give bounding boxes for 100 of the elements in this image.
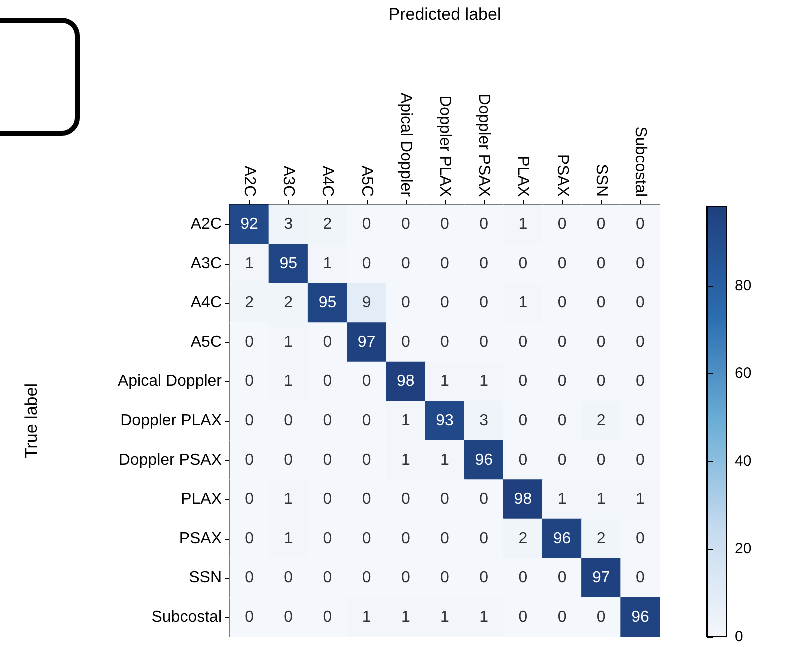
y-tick-label: Apical Doppler: [118, 373, 223, 390]
y-tick-label: A5C: [190, 334, 222, 351]
x-tick-label: Subcostal: [632, 126, 649, 197]
data-label: 0: [284, 570, 294, 587]
data-label: 1: [245, 255, 254, 272]
data-label: 2: [596, 412, 606, 430]
data-label: 0: [440, 491, 450, 508]
data-label: 0: [440, 294, 450, 312]
x-tick-label: Doppler PLAX: [436, 96, 454, 198]
data-label: 1: [401, 608, 410, 626]
data-label: 0: [323, 608, 332, 626]
data-label: 0: [518, 608, 528, 626]
data-label: 0: [480, 570, 489, 587]
data-label: 0: [362, 255, 372, 272]
data-label: 0: [558, 373, 567, 390]
x-tick-label: Apical Doppler: [397, 92, 414, 198]
y-tick-label: Doppler PSAX: [118, 452, 222, 469]
data-label: 95: [318, 294, 337, 312]
data-label: 0: [245, 452, 254, 469]
data-label: 0: [480, 491, 489, 508]
data-label: 0: [596, 452, 606, 469]
data-label: 96: [475, 452, 494, 469]
data-label: 0: [480, 530, 489, 548]
color-bar-label: 60: [735, 365, 752, 382]
data-label: 2: [245, 294, 254, 312]
data-label: 96: [553, 530, 572, 548]
data-label: 0: [636, 373, 645, 390]
data-label: 0: [480, 216, 489, 234]
data-label: 1: [518, 216, 528, 234]
data-label: 0: [636, 530, 645, 548]
data-label: 0: [636, 570, 645, 587]
data-label: 0: [558, 255, 567, 272]
x-tick-label: PSAX: [554, 154, 571, 198]
data-label: 0: [636, 216, 645, 234]
data-label: 0: [558, 452, 567, 469]
data-label: 1: [440, 608, 450, 626]
data-label: 0: [323, 412, 332, 430]
data-label: 0: [558, 412, 567, 430]
data-label: 0: [558, 294, 567, 312]
data-label: 1: [636, 491, 645, 508]
data-label: 2: [284, 294, 294, 312]
data-label: 0: [636, 412, 645, 430]
data-label: 93: [436, 412, 454, 430]
data-label: 1: [401, 412, 410, 430]
data-label: 0: [558, 608, 567, 626]
data-label: 1: [558, 491, 567, 508]
data-label: 0: [401, 530, 410, 548]
data-label: 98: [397, 373, 415, 390]
x-tick-label: Doppler PSAX: [476, 94, 493, 198]
data-label: 3: [284, 216, 294, 234]
data-label: 0: [596, 216, 606, 234]
data-label: 1: [401, 452, 410, 469]
data-label: 0: [440, 570, 450, 587]
data-label: 0: [596, 608, 606, 626]
data-label: 0: [558, 570, 567, 587]
data-label: 92: [240, 216, 259, 234]
data-label: 0: [518, 452, 528, 469]
data-label: 2: [518, 530, 528, 548]
data-label: 1: [362, 608, 372, 626]
y-tick-label: SSN: [189, 570, 222, 587]
data-label: 0: [440, 334, 450, 351]
data-label: 0: [558, 334, 567, 351]
data-label: 0: [518, 373, 528, 390]
data-label: 0: [558, 216, 567, 234]
y-tick-label: PSAX: [179, 530, 222, 548]
data-label: 0: [284, 608, 294, 626]
data-label: 0: [245, 334, 254, 351]
data-label: 95: [280, 255, 298, 272]
data-label: 0: [440, 216, 450, 234]
data-label: 0: [636, 452, 645, 469]
data-label: 1: [440, 452, 450, 469]
x-tick-label: A3C: [280, 166, 298, 197]
data-label: 0: [480, 255, 489, 272]
data-label: 0: [245, 491, 254, 508]
x-tick-label: A2C: [241, 166, 258, 197]
data-label: 0: [636, 334, 645, 351]
data-label: 0: [518, 570, 528, 587]
data-label: 1: [284, 373, 294, 390]
data-label: 2: [323, 216, 332, 234]
y-tick-label: Doppler PLAX: [120, 412, 222, 430]
color-bar-label: 20: [735, 540, 752, 558]
data-label: 0: [401, 294, 410, 312]
data-label: 1: [518, 294, 528, 312]
data-label: 0: [284, 412, 294, 430]
data-label: 0: [323, 491, 332, 508]
data-label: 0: [401, 255, 410, 272]
color-bar-label: 0: [735, 628, 744, 646]
data-label: 0: [362, 216, 372, 234]
data-label: 1: [323, 255, 332, 272]
data-label: 0: [245, 373, 254, 390]
data-label: 9: [362, 294, 372, 312]
data-label: 0: [401, 216, 410, 234]
x-tick-label: A5C: [358, 166, 376, 197]
x-axis-title: Predicted label: [388, 5, 502, 24]
data-label: 0: [362, 412, 372, 430]
data-label: 0: [596, 334, 606, 351]
data-label: 96: [632, 608, 650, 626]
data-label: 0: [284, 452, 294, 469]
y-tick-label: A2C: [190, 216, 222, 234]
data-label: 0: [245, 570, 254, 587]
